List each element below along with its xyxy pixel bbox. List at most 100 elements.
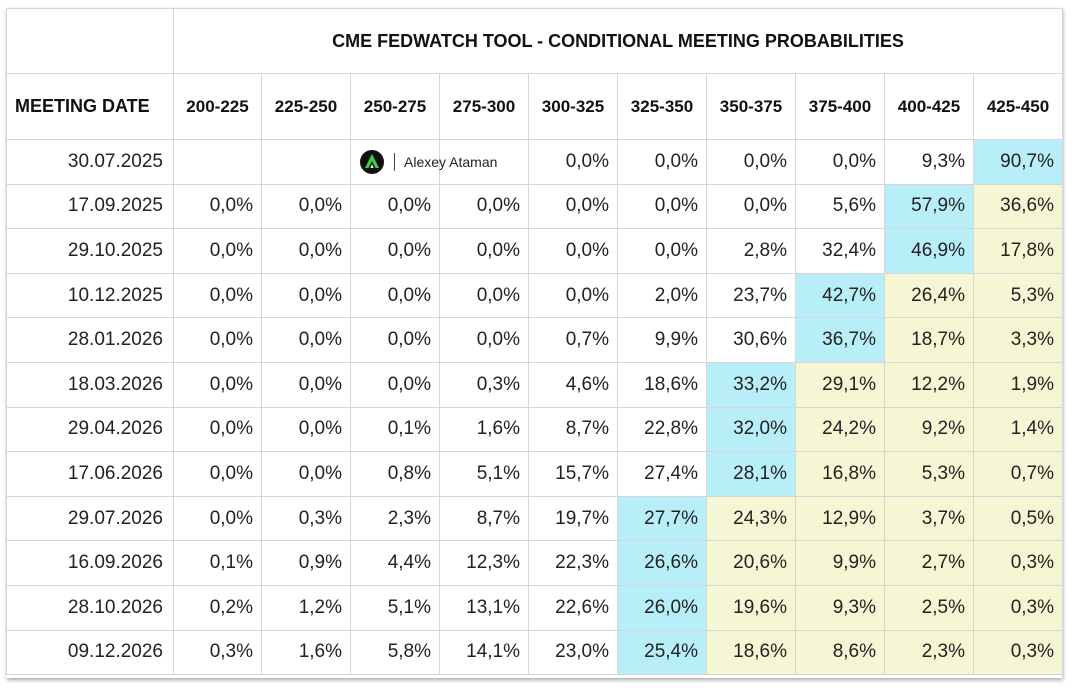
- probability-cell: 2,3%: [350, 495, 440, 542]
- probability-cell: 5,1%: [439, 451, 529, 497]
- probability-cell: 19,7%: [528, 495, 618, 542]
- probability-cell: 33,2%: [706, 361, 796, 408]
- probability-cell: 1,6%: [261, 629, 351, 676]
- probability-cell: 0,0%: [617, 183, 707, 230]
- probability-cell: 42,7%: [795, 272, 885, 319]
- probability-cell: 27,4%: [617, 451, 707, 497]
- probability-cell: 0,0%: [439, 183, 529, 230]
- probability-cell: 2,0%: [617, 272, 707, 319]
- probability-cell: 0,1%: [350, 406, 440, 453]
- table-row: 28.10.2026 0,2% 1,2% 5,1% 13,1% 22,6% 26,0% 19,…: [6, 584, 1064, 631]
- table-row: 29.07.2026 0,0% 0,3% 2,3% 8,7% 19,7% 27,7% 24,3…: [6, 495, 1064, 542]
- probability-cell: 13,1%: [439, 584, 529, 631]
- probability-cell: 18,6%: [706, 629, 796, 676]
- probability-cell: 0,0%: [173, 495, 262, 542]
- probability-cell: 90,7%: [972, 139, 1064, 185]
- table-row: 29.10.2025 0,0% 0,0% 0,0% 0,0% 0,0% 0,0% 2,8% 32…: [6, 228, 1064, 274]
- column-header-425-450: 425-450: [972, 73, 1064, 140]
- watermark-text: Alexey Ataman: [404, 154, 498, 170]
- probability-cell: 0,0%: [173, 317, 262, 363]
- watermark: Alexey Ataman: [360, 149, 497, 175]
- probability-cell: 2,7%: [884, 540, 974, 586]
- probability-cell: 0,9%: [261, 540, 351, 586]
- probability-cell: 0,3%: [972, 584, 1064, 631]
- meeting-date-cell: 29.04.2026: [6, 406, 174, 453]
- probability-cell: 9,3%: [795, 584, 885, 631]
- probability-cell: 22,3%: [528, 540, 618, 586]
- meeting-date-cell: 17.09.2025: [6, 183, 174, 230]
- probability-cell: 0,0%: [439, 272, 529, 319]
- probability-cell: 18,6%: [617, 361, 707, 408]
- probability-cell: 5,3%: [972, 272, 1064, 319]
- probability-cell: 27,7%: [617, 495, 707, 542]
- probability-cell: 26,4%: [884, 272, 974, 319]
- fedwatch-table-frame: CME FEDWATCH TOOL - CONDITIONAL MEETING …: [6, 8, 1064, 678]
- probability-cell: 15,7%: [528, 451, 618, 497]
- meeting-date-cell: 16.09.2026: [6, 540, 174, 586]
- probability-cell: 9,3%: [884, 139, 974, 185]
- probability-cell: 23,7%: [706, 272, 796, 319]
- probability-cell: 0,0%: [173, 451, 262, 497]
- probability-cell: 0,5%: [972, 495, 1064, 542]
- probability-cell: 12,3%: [439, 540, 529, 586]
- column-header-375-400: 375-400: [795, 73, 885, 140]
- probability-cell: 5,3%: [884, 451, 974, 497]
- table-row: 09.12.2026 0,3% 1,6% 5,8% 14,1% 23,0% 25,4% 18,…: [6, 629, 1064, 676]
- probability-cell: 12,2%: [884, 361, 974, 408]
- table-row: 28.01.2026 0,0% 0,0% 0,0% 0,0% 0,7% 9,9% 30,6% 3…: [6, 317, 1064, 363]
- column-header-300-325: 300-325: [528, 73, 618, 140]
- probability-cell: 0,0%: [617, 139, 707, 185]
- meeting-date-cell: 18.03.2026: [6, 361, 174, 408]
- probability-cell: 9,9%: [617, 317, 707, 363]
- probability-cell: 2,8%: [706, 228, 796, 274]
- probability-cell: 0,0%: [261, 228, 351, 274]
- table-row: 29.04.2026 0,0% 0,0% 0,1% 1,6% 8,7% 22,8% 32,0%…: [6, 406, 1064, 453]
- probability-cell: 30,6%: [706, 317, 796, 363]
- probability-cell: 9,9%: [795, 540, 885, 586]
- probability-cell: 0,0%: [261, 317, 351, 363]
- probability-cell: 0,0%: [350, 183, 440, 230]
- probability-cell: 8,7%: [439, 495, 529, 542]
- table-body: 30.07.2025 0,0% 0,0% 0,0% 0,0% 9,3% 90,7% 17.09…: [6, 139, 1064, 676]
- probability-cell: 0,7%: [972, 451, 1064, 497]
- probability-cell: 3,3%: [972, 317, 1064, 363]
- probability-cell: 0,0%: [528, 272, 618, 319]
- probability-cell: 57,9%: [884, 183, 974, 230]
- probability-cell: 14,1%: [439, 629, 529, 676]
- probability-cell: 0,0%: [706, 183, 796, 230]
- probability-cell: 22,6%: [528, 584, 618, 631]
- probability-cell: 24,3%: [706, 495, 796, 542]
- probability-cell: 0,3%: [173, 629, 262, 676]
- column-header-225-250: 225-250: [261, 73, 351, 140]
- probability-cell: 1,6%: [439, 406, 529, 453]
- probability-cell: 0,0%: [261, 183, 351, 230]
- probability-cell: 36,7%: [795, 317, 885, 363]
- probability-cell: 0,0%: [350, 317, 440, 363]
- probability-cell: 17,8%: [972, 228, 1064, 274]
- probability-cell: 2,3%: [884, 629, 974, 676]
- probability-cell: 0,0%: [261, 451, 351, 497]
- probability-cell: 1,4%: [972, 406, 1064, 453]
- meeting-date-cell: 17.06.2026: [6, 451, 174, 497]
- probability-cell: 32,0%: [706, 406, 796, 453]
- probability-table: CME FEDWATCH TOOL - CONDITIONAL MEETING …: [6, 8, 1064, 676]
- column-header-200-225: 200-225: [173, 73, 262, 140]
- probability-cell: 36,6%: [972, 183, 1064, 230]
- probability-cell: 0,0%: [439, 228, 529, 274]
- table-row: 30.07.2025 0,0% 0,0% 0,0% 0,0% 9,3% 90,7%: [6, 139, 1064, 185]
- meeting-date-cell: 28.01.2026: [6, 317, 174, 363]
- probability-cell: 20,6%: [706, 540, 796, 586]
- probability-cell: 0,0%: [795, 139, 885, 185]
- probability-cell: 0,8%: [350, 451, 440, 497]
- probability-cell: 1,2%: [261, 584, 351, 631]
- corner-cell: [6, 8, 174, 74]
- meeting-date-header: MEETING DATE: [6, 73, 174, 140]
- probability-cell: 0,0%: [350, 272, 440, 319]
- probability-cell: 32,4%: [795, 228, 885, 274]
- column-header-400-425: 400-425: [884, 73, 974, 140]
- probability-cell: 24,2%: [795, 406, 885, 453]
- triangle-logo-icon: [360, 150, 384, 174]
- probability-cell: 0,0%: [261, 361, 351, 408]
- probability-cell: 0,0%: [261, 272, 351, 319]
- probability-cell: 0,0%: [173, 272, 262, 319]
